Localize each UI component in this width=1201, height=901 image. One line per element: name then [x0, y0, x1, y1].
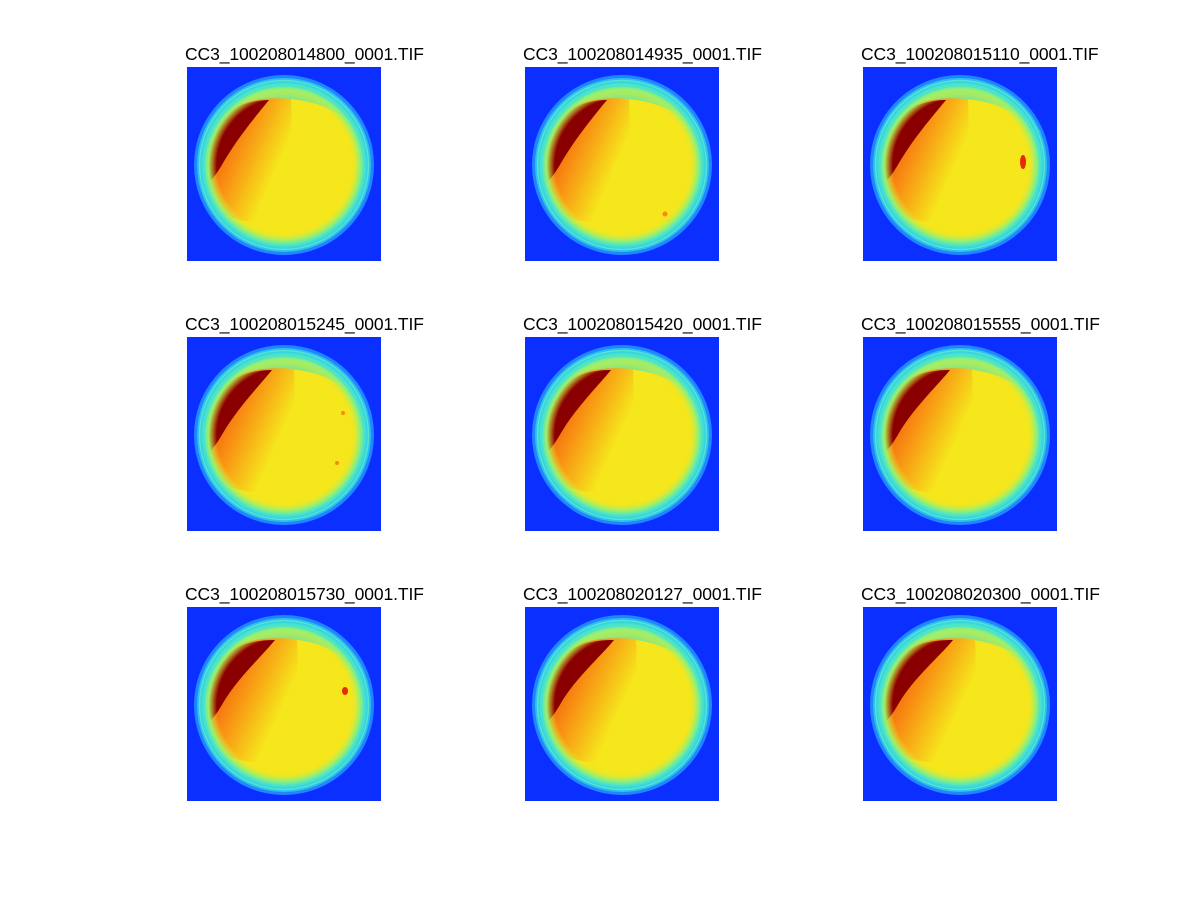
jet-heatmap-svg [525, 67, 719, 261]
image-panel: CC3_100208015110_0001.TIF [861, 43, 1127, 273]
heatmap-image [863, 607, 1057, 801]
image-panel: CC3_100208015730_0001.TIF [185, 583, 451, 813]
heatmap-image [525, 337, 719, 531]
jet-heatmap-svg [525, 607, 719, 801]
panel-title: CC3_100208020127_0001.TIF [523, 584, 762, 604]
image-panel: CC3_100208014800_0001.TIF [185, 43, 451, 273]
panel-title: CC3_100208020300_0001.TIF [861, 584, 1100, 604]
jet-heatmap-svg [863, 67, 1057, 261]
panel-title: CC3_100208015110_0001.TIF [861, 44, 1099, 64]
jet-heatmap-svg [525, 337, 719, 531]
heatmap-image [863, 67, 1057, 261]
heatmap-image [187, 337, 381, 531]
image-panel: CC3_100208015420_0001.TIF [523, 313, 789, 543]
jet-heatmap-svg [863, 607, 1057, 801]
image-panel: CC3_100208020127_0001.TIF [523, 583, 789, 813]
image-panel: CC3_100208015245_0001.TIF [185, 313, 451, 543]
panel-title: CC3_100208014935_0001.TIF [523, 44, 762, 64]
panel-title: CC3_100208015555_0001.TIF [861, 314, 1100, 334]
heatmap-image [525, 607, 719, 801]
panel-title: CC3_100208015730_0001.TIF [185, 584, 424, 604]
jet-heatmap-svg [187, 607, 381, 801]
panel-title: CC3_100208015245_0001.TIF [185, 314, 424, 334]
jet-heatmap-svg [187, 337, 381, 531]
image-panel: CC3_100208015555_0001.TIF [861, 313, 1127, 543]
jet-heatmap-svg [187, 67, 381, 261]
heatmap-image [187, 607, 381, 801]
panel-title: CC3_100208015420_0001.TIF [523, 314, 762, 334]
heatmap-image [187, 67, 381, 261]
image-panel: CC3_100208014935_0001.TIF [523, 43, 789, 273]
heatmap-image [525, 67, 719, 261]
panel-title: CC3_100208014800_0001.TIF [185, 44, 424, 64]
heatmap-image [863, 337, 1057, 531]
jet-heatmap-svg [863, 337, 1057, 531]
image-panel: CC3_100208020300_0001.TIF [861, 583, 1127, 813]
